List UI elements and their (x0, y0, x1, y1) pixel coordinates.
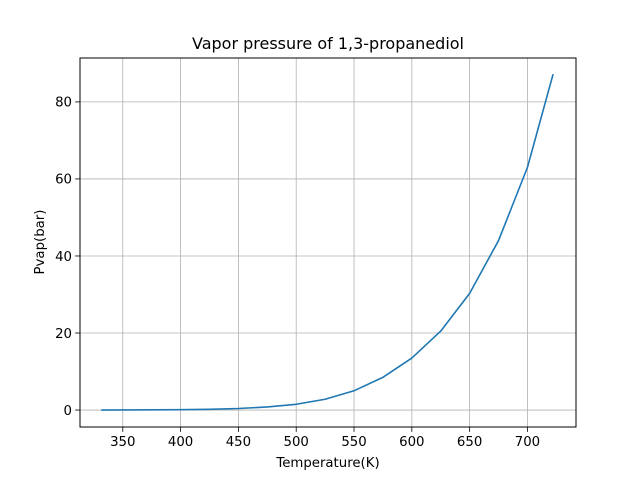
x-tick-label: 700 (515, 435, 540, 450)
y-tick-label: 80 (55, 96, 72, 111)
y-tick-label: 20 (55, 327, 72, 342)
y-tick-label: 40 (55, 250, 72, 265)
grid (80, 58, 576, 427)
y-axis-label: Pvap(bar) (33, 210, 48, 275)
y-axis: 0 20 40 60 80 (55, 96, 80, 419)
y-tick-label: 0 (64, 404, 72, 419)
plot-area (101, 73, 554, 411)
x-tick-label: 550 (341, 435, 366, 450)
x-tick-label: 600 (399, 435, 424, 450)
x-tick-label: 650 (457, 435, 482, 450)
x-axis: 350 400 450 500 550 600 650 700 (110, 427, 540, 450)
chart-title: Vapor pressure of 1,3-propanediol (192, 34, 464, 53)
x-tick-label: 400 (168, 435, 193, 450)
x-tick-label: 500 (284, 435, 309, 450)
x-tick-label: 350 (110, 435, 135, 450)
plot-frame (79, 57, 577, 428)
x-axis-label: Temperature(K) (275, 456, 379, 471)
series-line (101, 73, 554, 411)
x-tick-label: 450 (226, 435, 251, 450)
y-tick-label: 60 (55, 173, 72, 188)
